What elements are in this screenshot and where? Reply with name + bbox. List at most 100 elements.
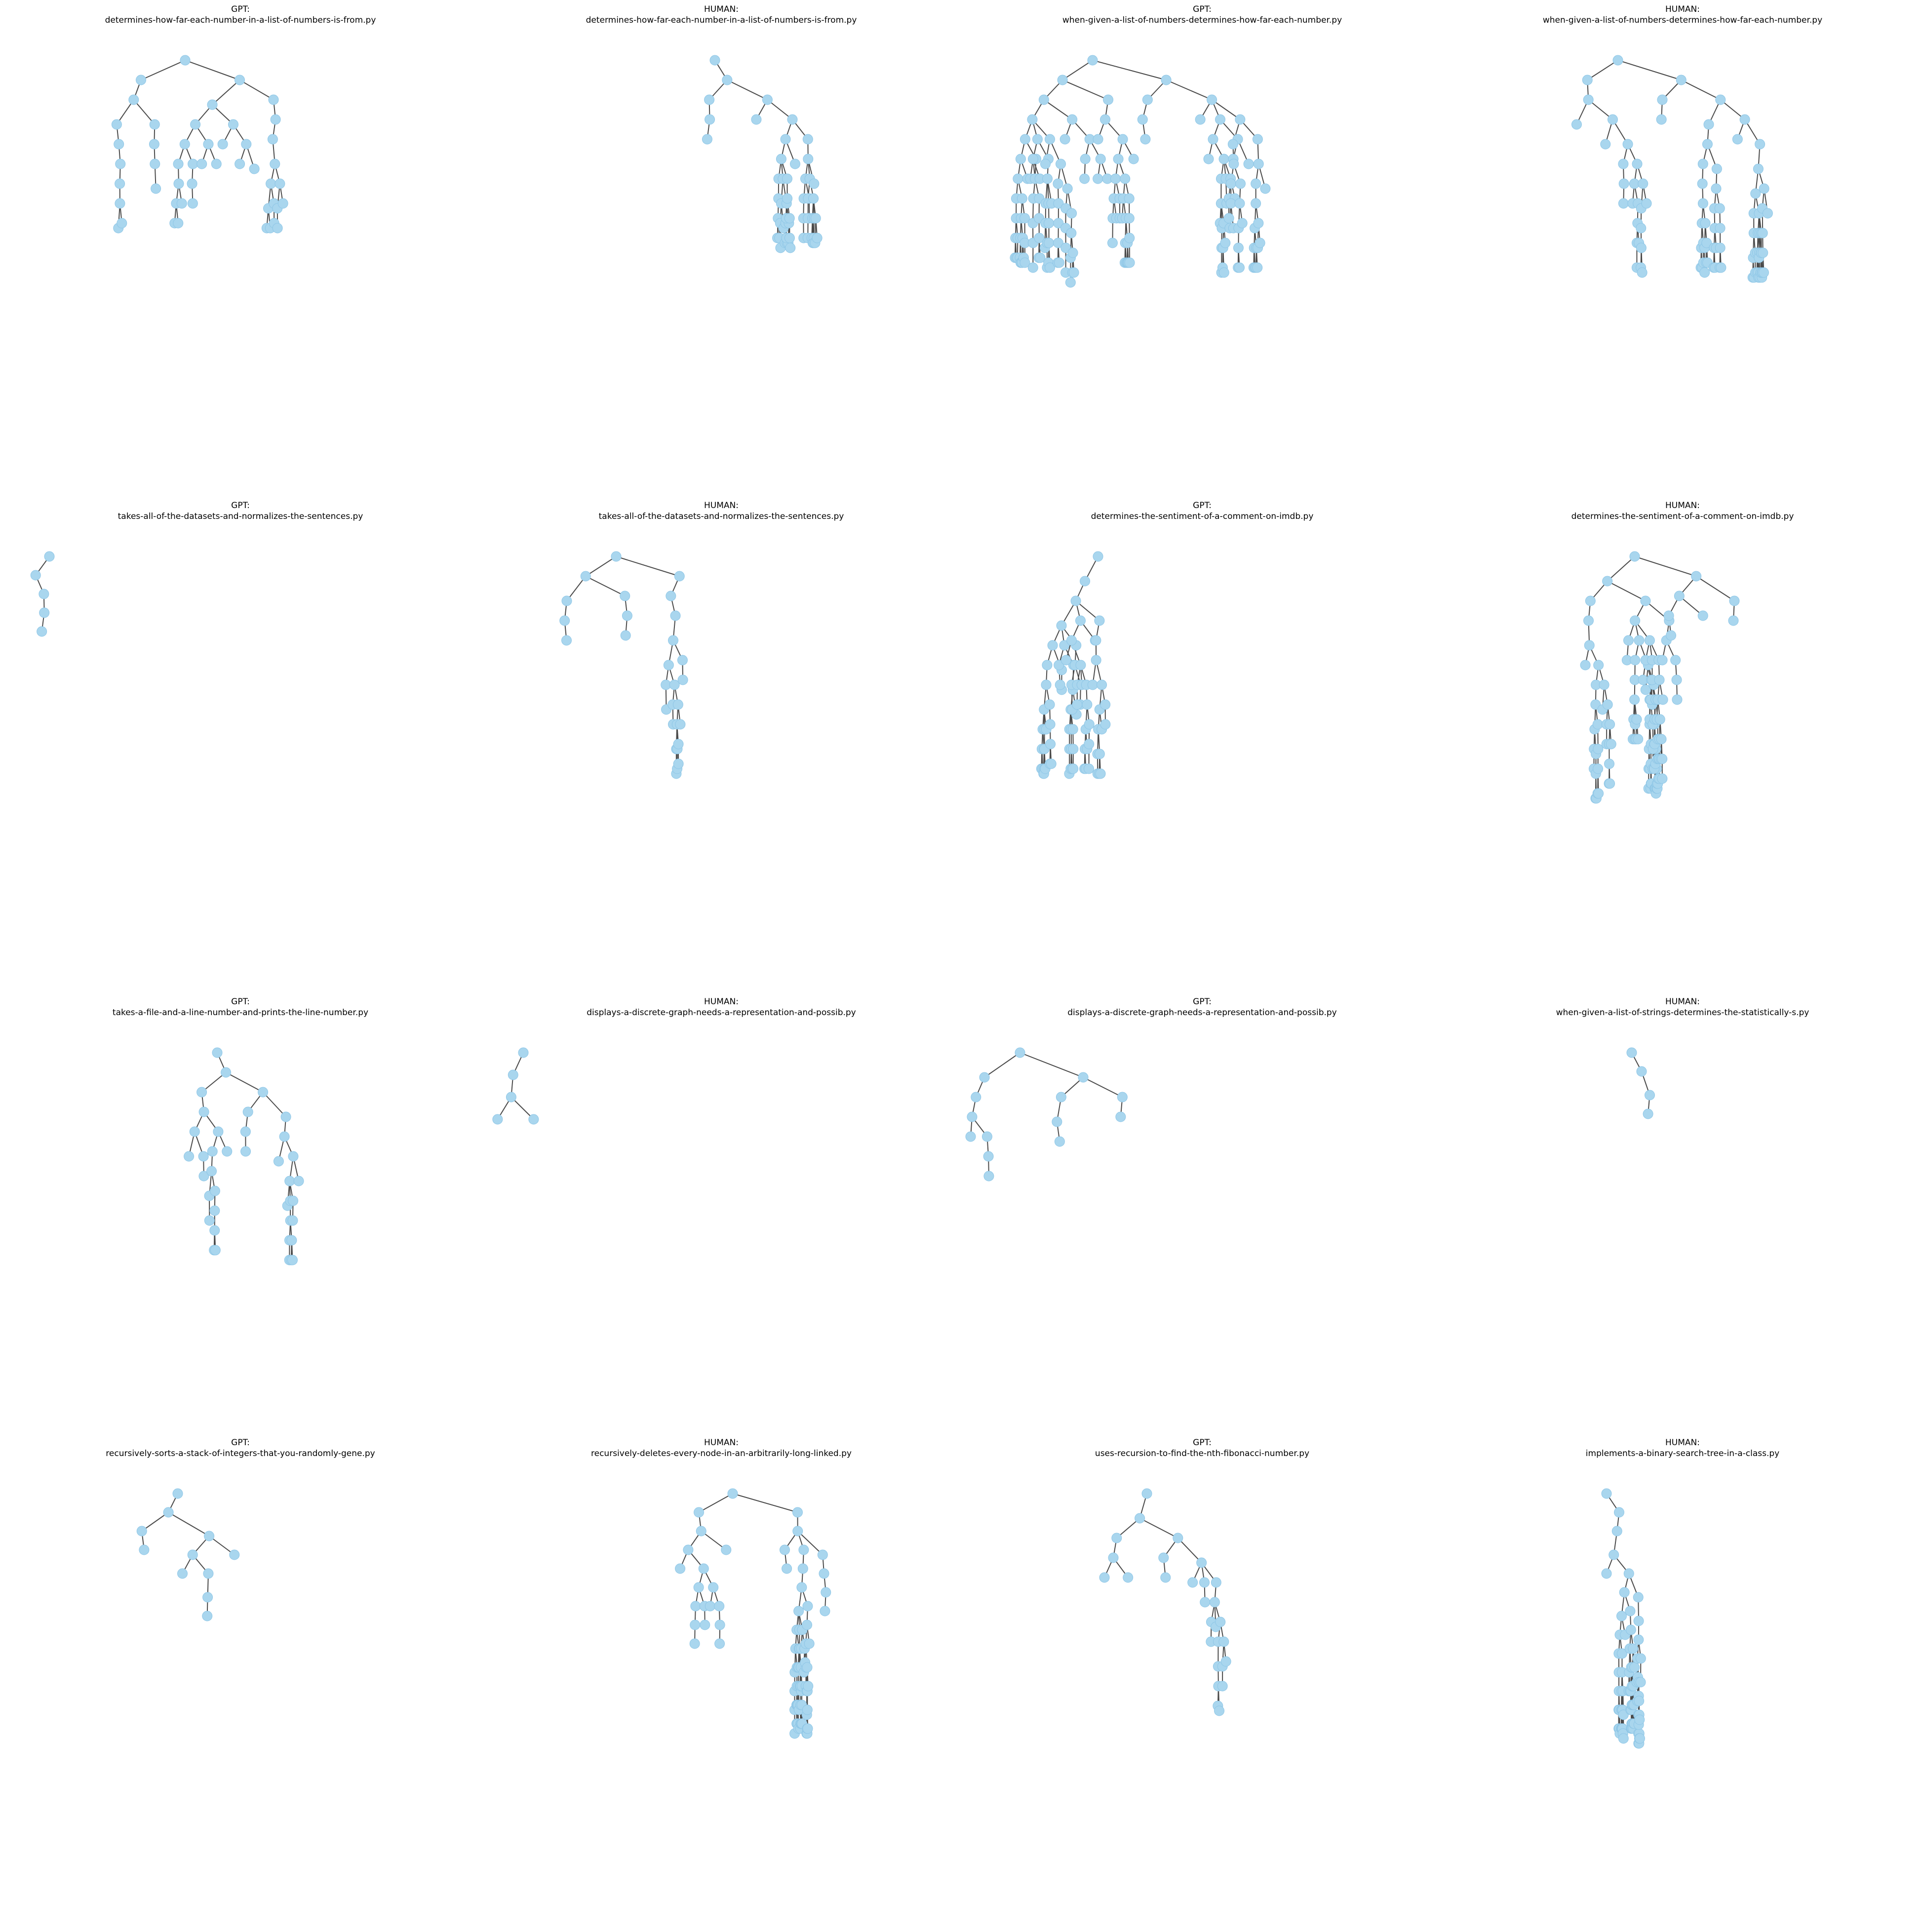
tree-node <box>1636 223 1647 234</box>
tree-node <box>187 198 198 209</box>
tree-node <box>1060 655 1071 666</box>
panel-file: when-given-a-list-of-strings-determines-… <box>1556 1008 1809 1018</box>
tree-node <box>1056 620 1067 631</box>
tree-node <box>1075 615 1086 626</box>
tree-node <box>1602 576 1613 587</box>
tree-node <box>797 1563 808 1574</box>
tree-node <box>1728 615 1739 626</box>
ast-tree <box>136 1488 240 1621</box>
tree-node <box>1584 640 1595 651</box>
tree-node <box>1674 591 1685 601</box>
tree-node <box>1758 247 1768 258</box>
tree-node <box>705 114 715 125</box>
panel-file: when-given-a-list-of-numbers-determines-… <box>1542 15 1823 25</box>
tree-node <box>1066 228 1077 238</box>
tree-node <box>528 1114 539 1125</box>
panel-source: HUMAN: <box>1665 501 1700 511</box>
tree-node <box>1634 1733 1645 1744</box>
tree-node <box>1195 114 1206 125</box>
tree-node <box>1103 94 1114 105</box>
tree-node <box>1697 198 1708 209</box>
tree-node <box>1618 198 1629 209</box>
tree-node <box>1629 551 1640 562</box>
tree-edge <box>1177 1538 1202 1563</box>
tree-node <box>1200 1597 1211 1608</box>
tree-node <box>288 1151 299 1162</box>
tree-node <box>821 1587 831 1598</box>
tree-node <box>673 739 684 749</box>
tree-edge <box>585 576 626 596</box>
tree-node <box>1619 1587 1630 1598</box>
tree-node <box>1044 699 1055 710</box>
tree-node <box>1042 173 1053 184</box>
tree-edge <box>1083 1077 1123 1098</box>
tree-node <box>793 1606 804 1617</box>
tree-node <box>1697 158 1708 169</box>
tree-node <box>202 1611 213 1621</box>
ast-tree <box>30 551 55 637</box>
panel-5: GPT: takes-all-of-the-datasets-and-norma… <box>0 496 481 995</box>
tree-node <box>1214 1705 1225 1716</box>
panel-title: HUMAN: implements-a-binary-search-tree-i… <box>1442 1437 1923 1459</box>
panel-file: determines-how-far-each-number-in-a-list… <box>586 15 857 25</box>
panel-file: implements-a-binary-search-tree-in-a-cla… <box>1585 1449 1780 1459</box>
tree-node <box>1196 1557 1207 1568</box>
tree-node <box>1100 719 1111 730</box>
tree-edge <box>1092 60 1167 80</box>
tree-node <box>1108 1552 1119 1563</box>
tree-node <box>1618 1733 1629 1744</box>
tree-node <box>1699 267 1710 278</box>
tree-node <box>1199 1577 1210 1588</box>
tree-node <box>187 1549 198 1560</box>
tree-node <box>1637 267 1648 278</box>
tree-node <box>1633 1592 1644 1603</box>
tree-node <box>1093 551 1103 562</box>
tree-node <box>1635 1677 1646 1688</box>
tree-node <box>561 635 572 646</box>
tree-node <box>1055 679 1065 690</box>
tree-node <box>1094 615 1105 626</box>
tree-edge <box>1020 1052 1084 1078</box>
tree-node <box>1739 114 1750 125</box>
tree-node <box>674 571 685 582</box>
panel-file: determines-the-sentiment-of-a-comment-on… <box>1091 512 1314 521</box>
tree-node <box>1631 714 1642 725</box>
tree-node <box>209 1185 220 1196</box>
tree-node <box>518 1047 529 1058</box>
tree-node <box>287 1255 298 1265</box>
panel-title: HUMAN: determines-how-far-each-number-in… <box>481 4 962 26</box>
tree-node <box>1609 1549 1619 1560</box>
tree-node <box>1633 1634 1644 1645</box>
tree-node <box>802 1619 813 1630</box>
tree-node <box>1052 1116 1062 1127</box>
tree-node <box>204 1531 215 1541</box>
tree-node <box>803 154 814 164</box>
panel-title: GPT: uses-recursion-to-find-the-nth-fibo… <box>962 1437 1443 1459</box>
tree-node <box>222 1146 233 1157</box>
tree-node <box>1068 267 1079 278</box>
tree-node <box>1218 1636 1229 1647</box>
tree-node <box>1068 744 1079 754</box>
tree-node <box>1715 94 1726 105</box>
tree-node <box>1209 1597 1220 1608</box>
tree-node <box>1571 119 1582 130</box>
panel-file: recursively-deletes-every-node-in-an-arb… <box>591 1449 852 1459</box>
tree-node <box>1700 218 1711 229</box>
tree-node <box>275 178 285 189</box>
tree-node <box>172 1488 183 1499</box>
tree-node <box>705 1601 715 1612</box>
panel-14: HUMAN: recursively-deletes-every-node-in… <box>481 1433 962 1932</box>
ast-tree <box>965 1047 1128 1182</box>
tree-node <box>1045 719 1056 730</box>
tree-node <box>1625 1606 1636 1617</box>
tree-node <box>1583 615 1594 626</box>
tree-edge <box>1588 99 1613 120</box>
tree-node <box>965 1131 976 1142</box>
tree-node <box>1715 223 1726 234</box>
tree-node <box>1053 198 1064 209</box>
tree-edge <box>797 1531 823 1555</box>
tree-node <box>1758 267 1769 278</box>
tree-node <box>1715 242 1726 253</box>
tree-node <box>1634 635 1645 646</box>
